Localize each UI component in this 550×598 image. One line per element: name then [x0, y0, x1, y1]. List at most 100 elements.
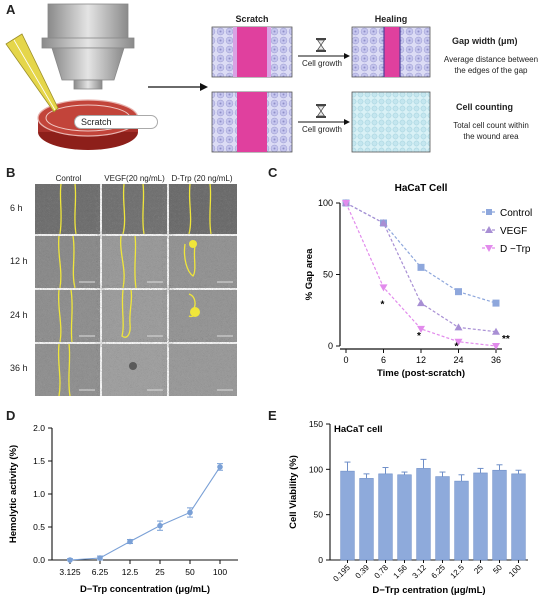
chart-e-xtick-label: 0.39: [354, 563, 372, 581]
healing-title: Healing: [374, 14, 408, 24]
chart-d-ytick-label: 2.0: [33, 423, 45, 433]
chart-e-bar: [378, 473, 393, 561]
chart-d-ytick-label: 1.5: [33, 456, 45, 466]
chart-c-xtick-label: 12: [416, 355, 426, 365]
chart-c-xtick-label: 24: [453, 355, 463, 365]
chart-e-xtick-label: 50: [491, 563, 504, 576]
chart-e-ylabel: Cell Viability (%): [288, 455, 299, 529]
chart-e-xtick-label: 0.78: [373, 563, 391, 581]
chart-c-legend-label: Control: [500, 208, 532, 219]
chart-d-point: [187, 509, 193, 516]
chart-e-bar: [454, 480, 469, 561]
chart-c-point: [417, 325, 425, 333]
chart-e-xtick-label: 100: [507, 563, 523, 579]
chart-c-significance: *: [455, 342, 459, 353]
col-header-dtrp: D-Trp (20 ng/mL): [171, 174, 233, 183]
micrograph-control-24h: [35, 289, 100, 343]
micrograph-dtrp-24h: [169, 290, 237, 342]
chart-c-series-line: [345, 202, 497, 347]
micrograph-vegf-24h: [102, 289, 167, 342]
chart-d-ylabel: Hemolytic activity (%): [8, 445, 19, 543]
microscopy-grid: [35, 184, 237, 396]
chart-c-title: HaCaT Cell: [395, 183, 448, 194]
chart-d-xtick-label: 6.25: [92, 567, 109, 577]
micrograph-vegf-6h: [102, 184, 167, 235]
chart-c-xtick-label: 36: [491, 355, 501, 365]
chart-c-significance: **: [502, 334, 510, 345]
panel-d-label: D: [6, 408, 16, 423]
chart-c-point: [492, 299, 500, 307]
chart-c-point: [454, 323, 463, 331]
chart-d-xtick-label: 50: [185, 567, 195, 577]
chart-c-ylabel: % Gap area: [304, 248, 315, 300]
chart-c-point: [417, 299, 425, 307]
chart-e-ytick-label: 100: [309, 464, 323, 474]
chart-e-ytick-label: 0: [318, 555, 323, 565]
chart-d-point: [157, 522, 163, 529]
chart-c-ytick-label: 100: [318, 198, 333, 208]
chart-e-xtick-label: 1.56: [392, 563, 410, 581]
chart-d-ytick-label: 0.0: [33, 555, 45, 565]
chart-c-gap-area: HaCaT Cell 0 50 100 0 6 12 24 36 Time (post-scrat…: [304, 183, 532, 379]
chart-e-xlabel: D−Trp centration (μg/mL): [372, 585, 485, 596]
microscope-objective-icon: [41, 3, 135, 90]
panel-c-label: C: [268, 165, 278, 180]
chart-c-point: [379, 284, 388, 292]
micrograph-control-6h: [35, 184, 100, 235]
chart-c-significance: *: [381, 299, 385, 310]
chart-d-hemolytic: 0.0 0.5 1.0 1.5 2.0 3.125 6.25 12.5 25 50 100D−Trp…: [8, 423, 238, 595]
chart-c-legend-marker: [485, 245, 493, 252]
cell-counting-title: Cell counting: [456, 102, 513, 112]
panel-e-label: E: [268, 408, 277, 423]
pipette-icon: [5, 33, 59, 113]
chart-d-xtick-label: 3.125: [59, 567, 81, 577]
cell-growth-label-2: Cell growth: [301, 125, 342, 134]
chart-d-xtick-label: 100: [213, 567, 227, 577]
chart-d-line: [69, 466, 221, 561]
row-label-36h: 36 h: [10, 363, 28, 373]
chart-e-bar: [416, 468, 431, 561]
chart-c-point: [454, 338, 463, 346]
chart-c-series-line: [345, 202, 497, 304]
micrograph-vegf-12h: [102, 235, 167, 289]
chart-d-xlabel: D−Trp concentration (μg/mL): [80, 584, 210, 595]
col-header-vegf: VEGF(20 ng/mL): [104, 174, 165, 183]
chart-e-bar: [511, 473, 526, 561]
chart-c-significance: *: [417, 331, 421, 342]
chart-c-legend-label: D −Trp: [500, 244, 531, 255]
chart-e-bar: [340, 470, 355, 561]
panel-b-label: B: [6, 165, 16, 180]
chart-d-ytick-label: 0.5: [33, 522, 45, 532]
chart-e-xtick-label: 6.25: [430, 563, 448, 581]
chart-e-xtick-label: 12.5: [449, 563, 467, 581]
gap-width-title: Gap width (μm): [452, 36, 518, 46]
chart-e-xtick-label: 25: [472, 563, 485, 576]
chart-c-point: [492, 327, 500, 335]
chart-e-bar: [473, 472, 488, 561]
chart-e-bar: [492, 469, 507, 561]
chart-c-xtick-label: 0: [343, 355, 348, 365]
chart-c-point: [417, 263, 425, 271]
chart-d-point: [97, 555, 103, 561]
micrograph-vegf-36h: [102, 344, 167, 396]
chart-e-title: HaCaT cell: [334, 424, 383, 435]
chart-c-point: [379, 219, 388, 227]
chart-e-ytick-label: 50: [314, 510, 324, 520]
chart-c-point: [342, 200, 350, 207]
micrograph-control-36h: [35, 343, 100, 396]
chart-c-legend-marker: [485, 226, 493, 233]
gap-width-description: Average distance between the edges of the…: [443, 55, 539, 75]
micrograph-dtrp-6h: [169, 184, 237, 235]
chart-d-point: [67, 557, 73, 563]
chart-d-xtick-label: 25: [155, 567, 165, 577]
chart-d-point: [217, 464, 223, 470]
chart-c-ytick-label: 0: [328, 341, 333, 351]
cell-growth-label-1: Cell growth: [301, 59, 342, 68]
micrograph-control-12h: [35, 235, 100, 289]
chart-e-ytick-label: 150: [309, 419, 323, 429]
hourglass-icon: [316, 104, 326, 118]
hourglass-icon: [316, 38, 326, 52]
chart-e-bar: [359, 478, 374, 561]
chart-d-point: [127, 538, 133, 545]
